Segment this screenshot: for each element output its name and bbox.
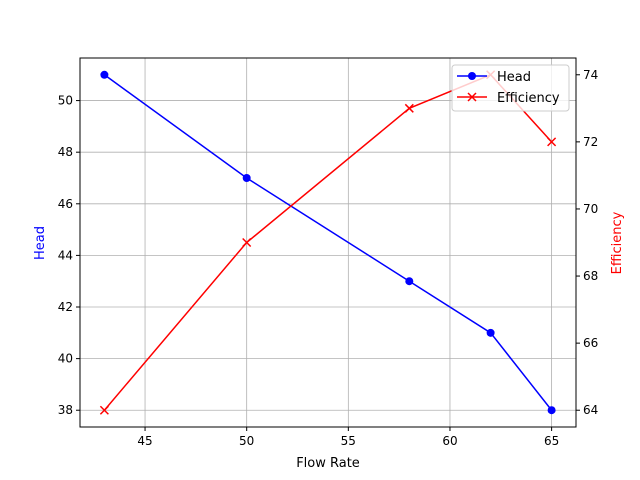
- left-y-tick-label: 44: [58, 248, 73, 262]
- head-point: [100, 70, 109, 79]
- x-tick-label: 50: [239, 434, 254, 448]
- legend-efficiency-label: Efficiency: [497, 91, 560, 106]
- efficiency-point: [99, 405, 109, 415]
- left-y-tick-label: 42: [58, 300, 73, 314]
- left-y-axis-label: Head: [33, 226, 48, 260]
- x-tick-label: 55: [341, 434, 356, 448]
- right-y-tick-label: 74: [583, 68, 598, 82]
- head-point: [242, 173, 251, 182]
- left-y-tick-label: 46: [58, 197, 73, 211]
- right-y-tick-label: 72: [583, 135, 598, 149]
- head-point: [547, 406, 556, 415]
- plot-frame: [79, 57, 577, 428]
- x-tick-label: 65: [544, 434, 559, 448]
- left-y-tick-label: 50: [58, 94, 73, 108]
- x-axis-label: Flow Rate: [296, 456, 360, 471]
- right-y-tick-label: 66: [583, 336, 598, 350]
- legend-head-label: Head: [497, 70, 531, 85]
- legend-efficiency-marker: [467, 92, 477, 102]
- right-y-tick-label: 68: [583, 269, 598, 283]
- efficiency-point: [547, 137, 557, 147]
- left-y-tick-label: 40: [58, 352, 73, 366]
- left-y-tick-label: 38: [58, 403, 73, 417]
- efficiency-point: [404, 103, 414, 113]
- ticks: 45 50 55 60 65 38 40 42 44 46 48 50 64 66 68 70 72 74: [58, 68, 599, 448]
- head-point: [405, 277, 414, 286]
- x-tick-label: 45: [137, 434, 152, 448]
- x-tick-label: 60: [442, 434, 457, 448]
- legend: Head Efficiency: [451, 64, 570, 112]
- right-y-axis-label: Efficiency: [610, 211, 625, 274]
- left-y-tick-label: 48: [58, 145, 73, 159]
- head-point: [486, 328, 495, 337]
- legend-head-marker: [468, 72, 476, 80]
- efficiency-point: [242, 237, 252, 248]
- right-y-tick-label: 64: [583, 403, 598, 417]
- right-y-tick-label: 70: [583, 202, 598, 216]
